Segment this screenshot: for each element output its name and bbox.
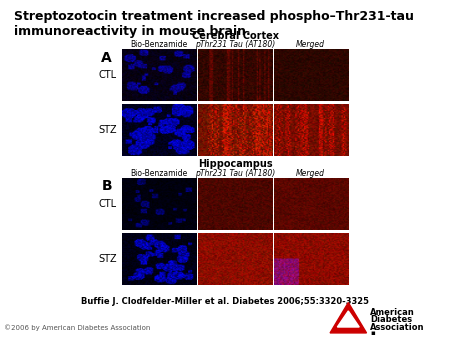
Text: Streptozotocin treatment increased phospho–Thr231-tau immunoreactivity in mouse : Streptozotocin treatment increased phosp… (14, 10, 414, 38)
Text: pThr231 Tau (AT180): pThr231 Tau (AT180) (194, 169, 275, 178)
Text: Merged: Merged (296, 40, 325, 49)
Text: pThr231 Tau (AT180): pThr231 Tau (AT180) (194, 40, 275, 49)
Text: STZ: STZ (99, 254, 117, 264)
Polygon shape (330, 303, 366, 333)
Text: Buffie J. Clodfelder-Miller et al. Diabetes 2006;55:3320-3325: Buffie J. Clodfelder-Miller et al. Diabe… (81, 297, 369, 306)
Text: Bio-Benzamide: Bio-Benzamide (130, 40, 187, 49)
Text: Bio-Benzamide: Bio-Benzamide (130, 169, 187, 178)
Polygon shape (338, 311, 359, 327)
Text: CTL: CTL (99, 199, 117, 209)
Text: A: A (101, 51, 112, 65)
Text: Merged: Merged (296, 169, 325, 178)
Text: Cerebral Cortex: Cerebral Cortex (192, 30, 279, 41)
Text: ▪: ▪ (370, 331, 375, 336)
Text: STZ: STZ (99, 125, 117, 135)
Text: Association: Association (370, 323, 425, 332)
Text: Diabetes: Diabetes (370, 315, 412, 324)
Text: American: American (370, 308, 415, 317)
Text: ©2006 by American Diabetes Association: ©2006 by American Diabetes Association (4, 324, 151, 331)
Text: Hippocampus: Hippocampus (198, 159, 273, 169)
Text: CTL: CTL (99, 70, 117, 80)
Text: B: B (101, 179, 112, 193)
